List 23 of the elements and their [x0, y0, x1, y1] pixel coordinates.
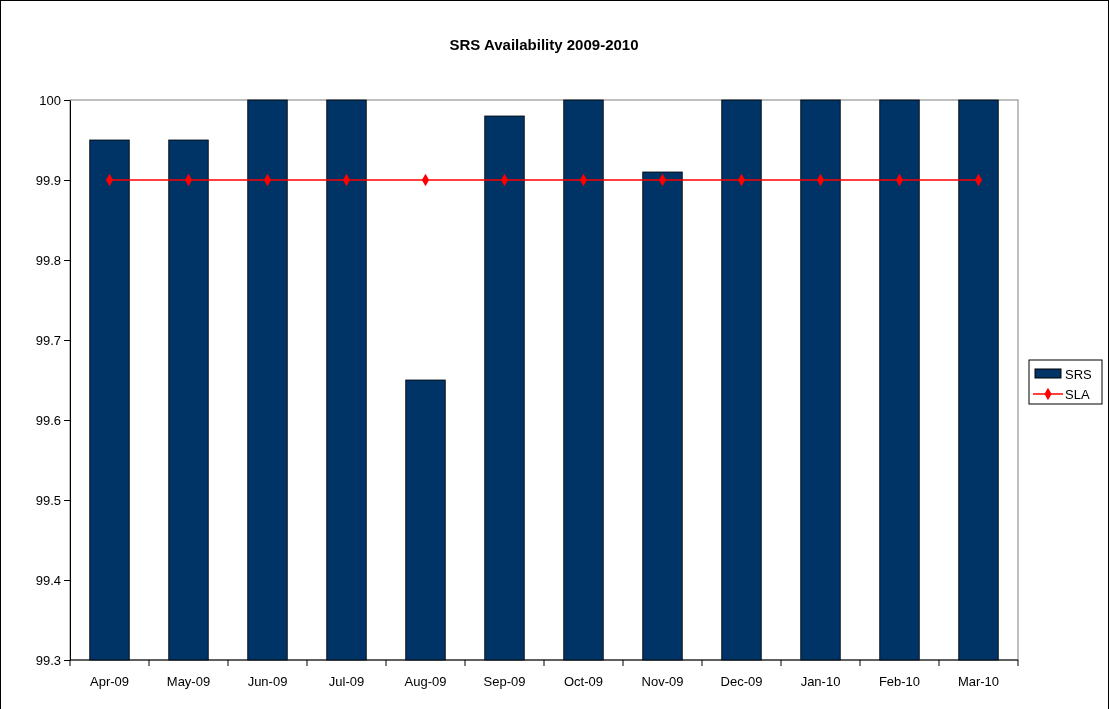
y-tick-label: 99.5 [35, 492, 61, 508]
x-tick-label: Apr-09 [89, 674, 130, 689]
y-tick-label: 99.7 [35, 332, 61, 348]
x-tick-label: Dec-09 [720, 674, 763, 689]
x-tick-label: Jul-09 [328, 674, 365, 689]
x-tick-label: Jan-10 [800, 674, 841, 689]
x-tick-label: Jun-09 [247, 674, 288, 689]
legend-label: SLA [1065, 387, 1090, 402]
legend-label: SRS [1065, 367, 1093, 382]
x-tick-label: Oct-09 [563, 674, 604, 689]
y-tick-label: 99.9 [35, 172, 61, 188]
y-tick-label: 99.8 [35, 252, 61, 268]
x-tick-label: Feb-10 [878, 674, 921, 689]
x-tick-label: May-09 [166, 674, 211, 689]
y-tick-label: 99.3 [35, 652, 61, 668]
y-tick-label: 100 [39, 92, 61, 108]
x-tick-label: Nov-09 [641, 674, 684, 689]
x-tick-label: Sep-09 [483, 674, 526, 689]
y-tick-label: 99.6 [35, 412, 61, 428]
chart-title: SRS Availability 2009-2010 [449, 36, 639, 53]
y-tick-label: 99.4 [35, 572, 61, 588]
x-tick-label: Mar-10 [957, 674, 1000, 689]
x-tick-label: Aug-09 [404, 674, 447, 689]
